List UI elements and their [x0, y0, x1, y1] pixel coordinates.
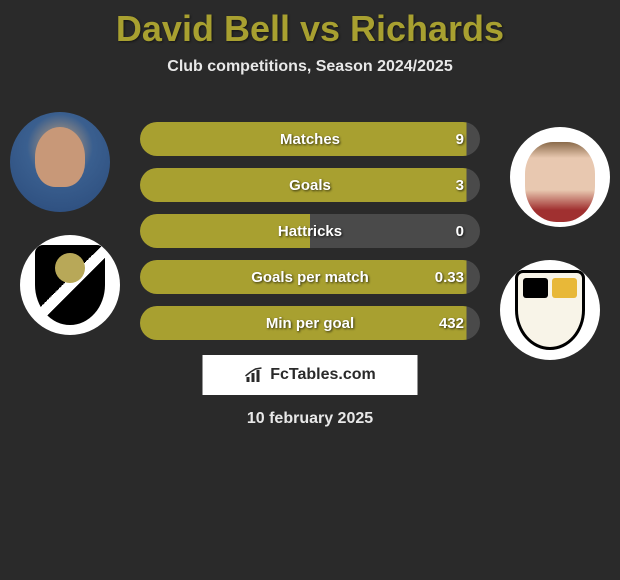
stat-value: 9: [456, 131, 464, 148]
page-title: David Bell vs Richards: [0, 0, 620, 50]
date-text: 10 february 2025: [247, 410, 373, 428]
subtitle: Club competitions, Season 2024/2025: [0, 58, 620, 76]
stat-bar-goals-per-match: Goals per match 0.33: [140, 260, 480, 294]
stat-bar-matches: Matches 9: [140, 122, 480, 156]
club-badge-icon: [515, 270, 585, 350]
stat-bar-hattricks: Hattricks 0: [140, 214, 480, 248]
player-head-shape: [525, 142, 595, 222]
stat-value: 0: [456, 223, 464, 240]
stat-label: Hattricks: [278, 223, 342, 240]
stat-label: Goals: [289, 177, 331, 194]
player-left-avatar: [10, 112, 110, 212]
player-right-avatar: [510, 127, 610, 227]
stat-value: 3: [456, 177, 464, 194]
watermark-text: FcTables.com: [270, 366, 376, 384]
chart-icon: [244, 367, 264, 383]
stat-label: Min per goal: [266, 315, 354, 332]
stats-container: Matches 9 Goals 3 Hattricks 0 Goals per …: [140, 122, 480, 352]
stat-bar-goals: Goals 3: [140, 168, 480, 202]
club-badge-icon: [35, 245, 105, 325]
club-left-badge: [20, 235, 120, 335]
club-right-badge: [500, 260, 600, 360]
stat-label: Matches: [280, 131, 340, 148]
watermark-box: FcTables.com: [203, 355, 418, 395]
stat-value: 432: [439, 315, 464, 332]
stat-bar-min-per-goal: Min per goal 432: [140, 306, 480, 340]
stat-value: 0.33: [435, 269, 464, 286]
stat-label: Goals per match: [251, 269, 369, 286]
player-head-shape: [35, 127, 85, 187]
